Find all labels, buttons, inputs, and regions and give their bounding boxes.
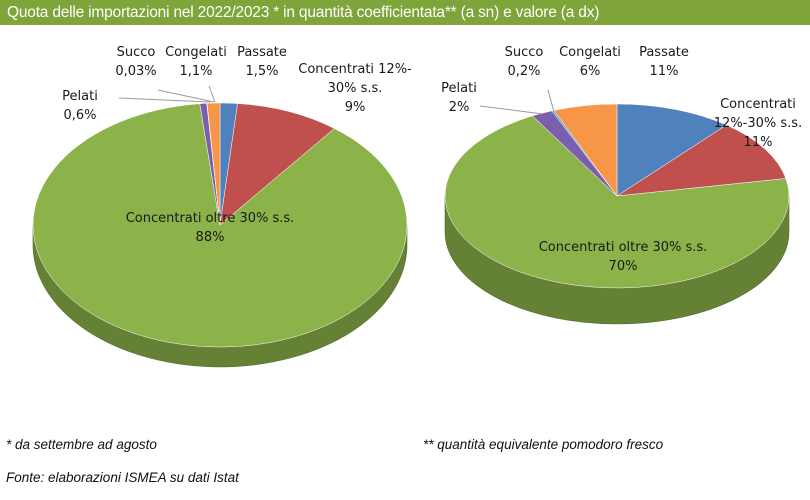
- data-label-passate: Passate 11%: [639, 45, 689, 79]
- pie-slice-congelati: [206, 102, 221, 226]
- data-label-succo: Succo 0,2%: [505, 45, 544, 79]
- data-label-concentrati-oltre-30: Concentrati oltre 30% s.s. 70%: [539, 240, 708, 274]
- pie-slice-passate: [616, 103, 727, 197]
- chart-title: Quota delle importazioni nel 2022/2023 *…: [7, 4, 600, 21]
- chart-header-bar: Quota delle importazioni nel 2022/2023 *…: [0, 0, 810, 25]
- leader-line-succo: [157, 89, 215, 103]
- pie-slice-concentrati-oltre-30: [444, 115, 790, 289]
- data-label-congelati: Congelati 6%: [559, 45, 621, 79]
- data-label-congelati: Congelati 1,1%: [165, 45, 227, 79]
- leader-line-pelati: [118, 97, 211, 103]
- data-label-passate: Passate 1,5%: [237, 45, 287, 79]
- footnote-source: Fonte: elaborazioni ISMEA su dati Istat: [6, 470, 239, 485]
- pie-slice-concentrati-oltre-30: [32, 103, 408, 348]
- pie-charts: Passate 1,5% Concentrati 12%-30% s.s. 9% Con…: [32, 45, 802, 368]
- footnote-period: * da settembre ad agosto: [6, 437, 157, 452]
- leader-line-congelati: [208, 85, 216, 103]
- pie-slice-concentrati-12-30: [616, 124, 787, 197]
- data-label-succo: Succo 0,03%: [115, 45, 156, 79]
- data-label-concentrati-oltre-30: Concentrati oltre 30% s.s. 88%: [126, 211, 295, 245]
- data-label-concentrati-12-30: Concentrati 12%-30% s.s. 9%: [298, 62, 412, 115]
- pie-chart-quantity: Passate 1,5% Concentrati 12%-30% s.s. 9% Con…: [32, 45, 412, 368]
- data-label-concentrati-12-30: Concentrati 12%-30% s.s. 11%: [714, 97, 802, 150]
- pie-slice-concentrati-12-30: [219, 103, 335, 226]
- pie-chart-value: Passate 11% Concentrati 12%-30% s.s. 11% Conc…: [441, 45, 802, 325]
- data-label-pelati: Pelati 2%: [441, 81, 477, 115]
- footnote-quantity: ** quantità equivalente pomodoro fresco: [423, 437, 664, 452]
- leader-line-pelati: [479, 105, 544, 115]
- leader-line-succo: [547, 89, 555, 113]
- data-label-pelati: Pelati 0,6%: [62, 89, 98, 123]
